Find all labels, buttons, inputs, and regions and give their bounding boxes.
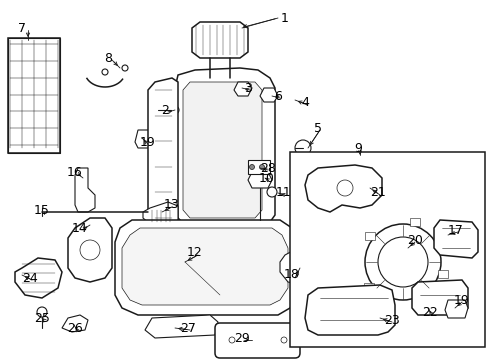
Polygon shape	[280, 248, 317, 285]
Circle shape	[364, 224, 440, 300]
Polygon shape	[15, 258, 62, 298]
Circle shape	[102, 69, 108, 75]
Circle shape	[377, 237, 427, 287]
Text: 17: 17	[447, 224, 463, 237]
Polygon shape	[115, 220, 297, 315]
Polygon shape	[433, 220, 477, 258]
Text: 21: 21	[369, 185, 385, 198]
Text: 3: 3	[244, 81, 251, 94]
Circle shape	[249, 165, 254, 170]
Polygon shape	[122, 228, 287, 305]
Polygon shape	[412, 297, 422, 305]
Text: 23: 23	[384, 314, 399, 327]
Text: 22: 22	[421, 306, 437, 319]
Bar	[8, 38, 60, 153]
Text: 15: 15	[34, 203, 50, 216]
Polygon shape	[409, 218, 419, 226]
Polygon shape	[183, 82, 262, 218]
Text: 19: 19	[453, 293, 469, 306]
Bar	[8, 38, 60, 153]
Polygon shape	[75, 168, 95, 212]
Text: 27: 27	[180, 321, 196, 334]
Circle shape	[171, 106, 179, 114]
Circle shape	[259, 165, 264, 170]
Polygon shape	[175, 68, 274, 226]
Text: 25: 25	[34, 311, 50, 324]
Polygon shape	[234, 82, 251, 96]
Polygon shape	[142, 202, 178, 226]
Polygon shape	[192, 22, 247, 58]
Polygon shape	[148, 78, 178, 230]
Polygon shape	[68, 218, 112, 282]
Circle shape	[281, 337, 286, 343]
Text: 1: 1	[281, 12, 288, 24]
Text: 9: 9	[353, 141, 361, 154]
FancyBboxPatch shape	[215, 323, 299, 358]
Text: 2: 2	[161, 104, 168, 117]
Text: 11: 11	[276, 185, 291, 198]
Bar	[289, 152, 484, 347]
Circle shape	[37, 307, 47, 317]
Text: 10: 10	[259, 171, 274, 184]
Polygon shape	[411, 280, 467, 315]
Circle shape	[294, 140, 310, 156]
Text: 26: 26	[67, 321, 82, 334]
Text: 7: 7	[18, 22, 26, 35]
Polygon shape	[437, 270, 447, 278]
Text: 12: 12	[187, 246, 203, 258]
Circle shape	[266, 187, 276, 197]
Polygon shape	[135, 130, 155, 148]
Polygon shape	[364, 283, 374, 291]
Text: 16: 16	[67, 166, 82, 179]
Polygon shape	[260, 88, 278, 102]
Circle shape	[80, 240, 100, 260]
Polygon shape	[247, 172, 271, 188]
Text: 13: 13	[164, 198, 180, 211]
Text: 20: 20	[406, 234, 422, 247]
Circle shape	[228, 337, 235, 343]
Polygon shape	[145, 315, 218, 338]
Text: 14: 14	[72, 221, 88, 234]
Text: 8: 8	[104, 51, 112, 64]
Text: 28: 28	[260, 162, 275, 175]
Text: 4: 4	[301, 96, 308, 109]
Circle shape	[122, 65, 128, 71]
Text: 29: 29	[234, 332, 249, 345]
Text: 19: 19	[140, 135, 156, 148]
Polygon shape	[62, 315, 88, 332]
Circle shape	[336, 180, 352, 196]
Text: 18: 18	[284, 269, 299, 282]
Bar	[247, 160, 269, 174]
Polygon shape	[444, 300, 467, 318]
Text: 6: 6	[273, 90, 282, 104]
Polygon shape	[364, 232, 374, 240]
Text: 5: 5	[313, 122, 321, 135]
Polygon shape	[305, 165, 381, 212]
Text: 24: 24	[22, 271, 38, 284]
Polygon shape	[305, 285, 394, 335]
